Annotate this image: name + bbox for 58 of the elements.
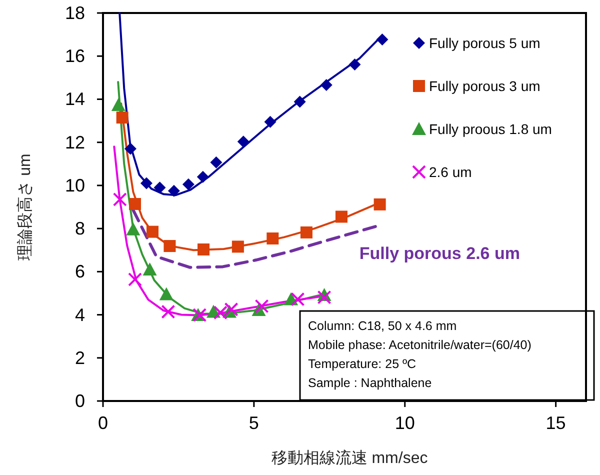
point bbox=[237, 136, 250, 148]
point bbox=[116, 112, 128, 124]
legend-label: Fully porous 3 um bbox=[429, 78, 540, 94]
point bbox=[232, 240, 244, 253]
y-axis-title: 理論段高さ um bbox=[16, 154, 34, 260]
point bbox=[128, 272, 142, 286]
y-tick-label: 2 bbox=[74, 348, 85, 368]
point bbox=[348, 58, 361, 71]
point bbox=[254, 299, 269, 314]
point bbox=[320, 78, 332, 91]
point bbox=[112, 192, 127, 206]
annotation: Sample : Naphthalene bbox=[308, 376, 432, 390]
point bbox=[140, 177, 152, 190]
y-tick-label: 12 bbox=[64, 132, 85, 152]
y-tick-label: 0 bbox=[74, 391, 85, 411]
point bbox=[168, 184, 180, 197]
y-tick-label: 10 bbox=[64, 175, 85, 196]
point bbox=[376, 34, 388, 46]
point bbox=[266, 232, 279, 244]
point bbox=[300, 226, 312, 238]
point bbox=[198, 243, 210, 256]
x-tick-label: 10 bbox=[394, 413, 415, 433]
y-tick-label: 8 bbox=[74, 218, 85, 239]
point bbox=[129, 198, 141, 210]
point bbox=[146, 226, 159, 238]
point bbox=[210, 156, 222, 168]
point bbox=[290, 292, 305, 306]
point bbox=[161, 304, 176, 319]
point bbox=[264, 116, 276, 128]
y-tick-label: 16 bbox=[64, 46, 85, 66]
x-tick-label: 0 bbox=[98, 413, 108, 433]
point bbox=[159, 287, 174, 300]
y-tick-label: 18 bbox=[64, 3, 85, 23]
point bbox=[335, 210, 348, 223]
point bbox=[124, 142, 136, 155]
legend-label: Fully proous 1.8 um bbox=[429, 121, 552, 137]
annotation: Column: C18, 50 x 4.6 mm bbox=[308, 319, 457, 333]
point bbox=[182, 178, 194, 190]
x-tick-label: 15 bbox=[546, 413, 566, 433]
point bbox=[111, 98, 126, 112]
series-label: Fully porous 2.6 um bbox=[359, 244, 520, 263]
annotation: Mobile phase: Acetonitrile/water=(60/40) bbox=[308, 338, 532, 352]
point bbox=[374, 198, 386, 210]
y-tick-label: 6 bbox=[74, 262, 85, 282]
annotation: Temperature: 25 ºC bbox=[308, 357, 416, 371]
point bbox=[142, 262, 157, 276]
point bbox=[317, 290, 332, 304]
point bbox=[154, 182, 166, 194]
y-tick-label: 4 bbox=[74, 304, 85, 325]
legend-label: Fully porous 5 um bbox=[429, 35, 540, 51]
y-tick-label: 14 bbox=[64, 89, 85, 110]
point bbox=[294, 96, 306, 108]
legend-label: 2.6 um bbox=[429, 164, 472, 180]
x-tick-label: 5 bbox=[248, 413, 259, 433]
point bbox=[164, 240, 176, 252]
x-axis-title: 移動相線流速 mm/sec bbox=[271, 449, 428, 467]
point bbox=[126, 222, 140, 236]
point bbox=[196, 170, 209, 183]
